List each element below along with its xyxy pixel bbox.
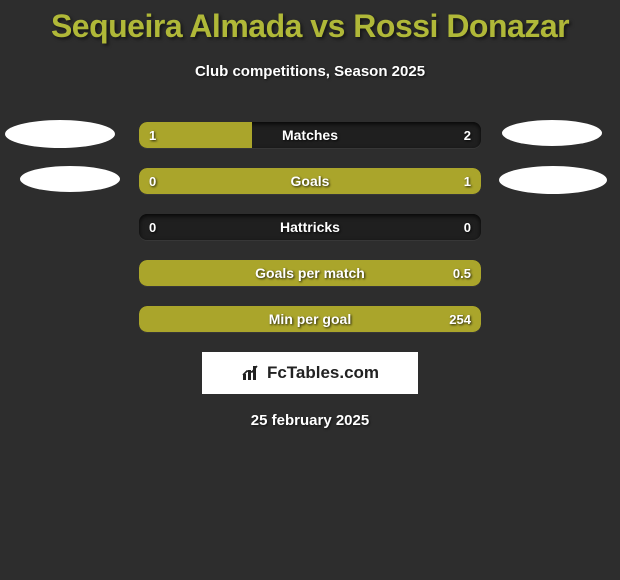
stat-bars-container: 1Matches20Goals10Hattricks0Goals per mat… [139,122,481,332]
bar-label: Goals per match [139,260,481,286]
bar-value-right: 0.5 [453,260,471,286]
stat-bar: 0Goals1 [139,168,481,194]
stat-bar: Min per goal254 [139,306,481,332]
bar-label: Matches [139,122,481,148]
subtitle: Club competitions, Season 2025 [0,63,620,80]
brand-box: FcTables.com [202,352,418,394]
bar-label: Min per goal [139,306,481,332]
brand-ellipse-right-2 [499,166,607,194]
date-text: 25 february 2025 [0,412,620,429]
bar-label: Hattricks [139,214,481,240]
bar-value-right: 2 [464,122,471,148]
brand-ellipse-right-1 [502,120,602,146]
bar-value-right: 1 [464,168,471,194]
comparison-widget: Sequeira Almada vs Rossi Donazar Club co… [0,0,620,429]
stat-bar: 1Matches2 [139,122,481,148]
bar-value-right: 254 [449,306,471,332]
bar-chart-icon [241,364,263,382]
brand-ellipse-left-2 [20,166,120,192]
bar-label: Goals [139,168,481,194]
stat-bar: 0Hattricks0 [139,214,481,240]
stat-bar: Goals per match0.5 [139,260,481,286]
brand-ellipse-left-1 [5,120,115,148]
stats-area: 1Matches20Goals10Hattricks0Goals per mat… [0,122,620,429]
brand-text: FcTables.com [267,363,379,383]
page-title: Sequeira Almada vs Rossi Donazar [0,8,620,45]
bar-value-right: 0 [464,214,471,240]
